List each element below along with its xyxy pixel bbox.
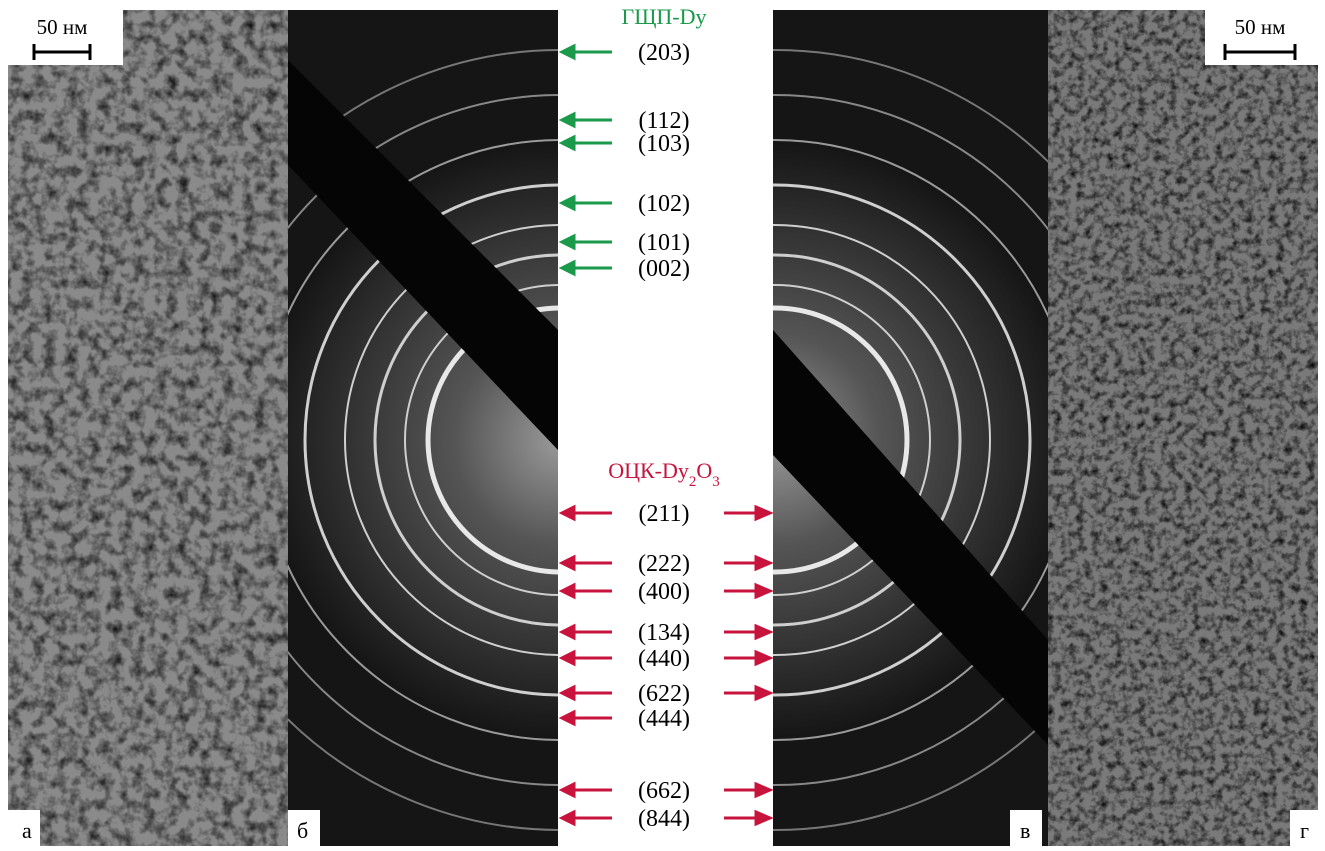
reflection-label: (002)	[638, 256, 690, 282]
panel-label: г	[1300, 818, 1309, 843]
subscript: 2	[689, 474, 697, 490]
arrow-right	[724, 652, 770, 664]
arrow-left	[562, 652, 612, 664]
arrow-right	[724, 812, 770, 824]
arrow-left	[562, 236, 612, 248]
figure: абвг50 нм50 нмГЩП-Dy(203)(112)(103)(102)…	[0, 0, 1325, 846]
arrow-right	[724, 585, 770, 597]
arrow-left	[562, 687, 612, 699]
reflection-label: (134)	[638, 620, 690, 646]
arrow-right	[724, 557, 770, 569]
reflection-label: (662)	[638, 778, 690, 804]
panel-label: в	[1020, 818, 1030, 843]
subscript: 3	[712, 474, 720, 490]
arrow-left	[562, 812, 612, 824]
reflection-label: (203)	[638, 40, 690, 66]
phase-name-part: O	[696, 458, 712, 483]
arrow-left	[562, 197, 612, 209]
reflection-label: (400)	[638, 579, 690, 605]
arrow-left	[562, 137, 612, 149]
arrow-left	[562, 262, 612, 274]
scale-bar-label: 50 нм	[37, 15, 88, 39]
panel-g-image	[1048, 10, 1318, 846]
arrow-right	[724, 507, 770, 519]
reflection-label: (101)	[638, 230, 690, 256]
arrow-left	[562, 557, 612, 569]
panel-label: б	[297, 818, 308, 843]
arrow-left	[562, 114, 612, 126]
phase-name-part: ГЩП-Dy	[621, 4, 706, 29]
reflection-label: (211)	[638, 501, 689, 527]
reflection-label: (103)	[638, 131, 690, 157]
arrow-left	[562, 712, 612, 724]
reflection-label: (440)	[638, 646, 690, 672]
arrow-left	[562, 784, 612, 796]
arrow-right	[724, 784, 770, 796]
phase-title: ОЦК-Dy2O3	[608, 458, 720, 490]
reflection-label: (844)	[638, 806, 690, 832]
panel-a-image	[8, 10, 288, 846]
arrow-left	[562, 626, 612, 638]
reflection-label: (102)	[638, 191, 690, 217]
arrow-left	[562, 507, 612, 519]
arrow-right	[724, 687, 770, 699]
scale-bar-label: 50 нм	[1235, 15, 1286, 39]
phase-title: ГЩП-Dy	[621, 4, 706, 29]
phase-name-part: ОЦК-Dy	[608, 458, 689, 483]
panel-label: а	[22, 818, 32, 843]
reflection-label: (622)	[638, 681, 690, 707]
arrow-left	[562, 585, 612, 597]
arrow-left	[562, 46, 612, 58]
arrow-right	[724, 626, 770, 638]
reflection-label: (222)	[638, 551, 690, 577]
reflection-label: (444)	[638, 706, 690, 732]
